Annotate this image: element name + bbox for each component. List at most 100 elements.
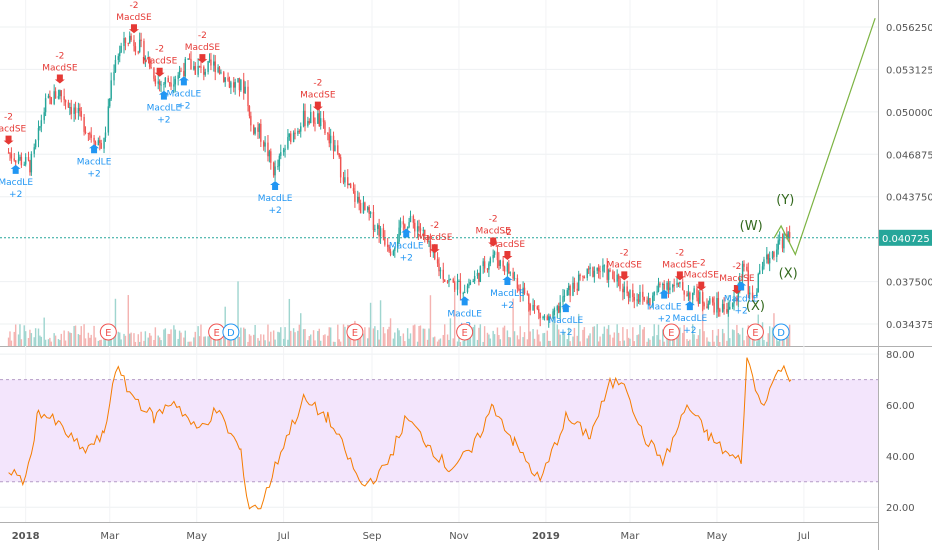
rsi-line-layer [8,357,792,510]
volume-bar [67,331,70,346]
candle-body [783,234,785,249]
volume-bar [184,330,187,346]
candle-body [499,260,502,266]
candle-body [716,298,718,313]
volume-bar [483,326,486,346]
candle-body [14,160,17,163]
time-tick-label: Sep [363,531,382,542]
candle-body [84,131,87,133]
candle-body [20,156,23,166]
volume-bar [486,332,489,346]
candle-body [128,35,131,44]
candle-body [729,306,731,310]
candle-body [736,298,738,302]
volume-bar [493,334,496,346]
candle-body [307,121,309,126]
buy-arrow-icon [178,76,189,86]
volume-bar [339,341,342,346]
volume-bar [737,333,740,346]
candle-body [682,282,684,291]
volume-bar [396,328,399,346]
candle-body [503,266,506,272]
candle-body [552,311,554,319]
candle-body [636,299,638,301]
volume-bar [721,328,724,346]
buy-arrow-icon [89,144,100,154]
candle-body [240,79,242,91]
volume-bar [542,333,544,346]
volume-bar [138,341,141,346]
candle-body [260,123,262,142]
candle-body [148,57,151,68]
volume-bar [158,337,161,346]
earnings-marker-letter: E [752,328,758,339]
volume-bar [593,326,596,346]
volume-bar [596,324,598,346]
volume-bar [569,341,571,346]
volume-bar [729,338,731,346]
volume-bar [743,340,745,346]
candle-body [662,283,664,285]
candle-body [597,267,600,272]
volume-bar [663,341,665,346]
volume-bar [154,327,157,346]
volume-bar [503,325,506,346]
candle-body [666,282,668,290]
volume-bar [583,327,586,346]
candle-body [327,133,329,135]
candle-body [766,254,768,260]
buy-signal-label: MacdLE [77,157,112,167]
candle-body [13,158,15,161]
sell-signal-label: MacdSE [417,233,453,243]
candle-body [689,292,691,300]
volume-bar [84,338,87,346]
time-tick-label: May [707,531,728,542]
volume-bar [647,338,650,346]
candle-body [453,282,456,290]
volume-bar [657,324,660,346]
candle-body [24,157,27,165]
candle-body [512,272,514,279]
volume-bar [53,333,55,346]
candle-body [163,83,165,85]
volume-bar [27,337,30,346]
buy-arrow-icon [659,289,670,299]
candle-body [482,261,484,267]
candle-body [217,67,219,73]
candle-body [284,148,286,150]
volume-bar [602,333,604,346]
volume-bar [278,332,281,346]
sell-signal-label: MacdSE [42,63,78,73]
volume-bar [367,338,369,346]
volume-bar [317,331,319,346]
candle-body [278,155,281,167]
candle-body [272,162,275,176]
candle-body [294,132,296,134]
volume-bar [197,326,199,346]
candle-body [746,266,748,271]
candle-body [607,269,610,280]
volume-bar [150,335,152,346]
volume-bar [516,335,519,346]
candle-body [227,77,229,81]
time-tick-label: 2018 [12,531,40,542]
volume-bar [369,302,372,346]
volume-bar [13,331,15,346]
volume-bar [262,334,265,346]
volume-bar [328,327,330,346]
candle-body [753,296,755,298]
candle-body [73,107,75,114]
candle-body [452,279,454,283]
volume-bar [244,328,246,346]
dividend-marker-icon [772,323,790,341]
candle-body [47,95,50,99]
volume-bar [439,338,442,346]
volume-bar [498,335,500,346]
candle-body [519,288,521,295]
candle-body [699,292,701,304]
candle-body [394,247,396,251]
volume-bar [412,325,415,346]
volume-bar [357,339,359,346]
volume-bar [344,326,346,346]
volume-bar [300,313,302,346]
